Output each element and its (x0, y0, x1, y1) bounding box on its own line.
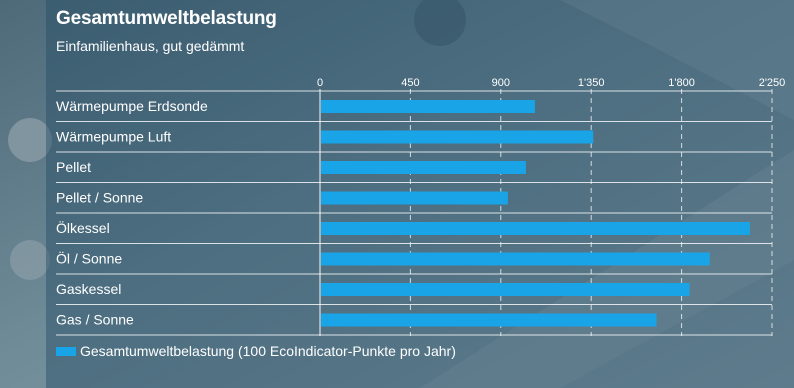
category-label: Pellet / Sonne (56, 190, 143, 206)
x-tick-label: 0 (317, 77, 323, 89)
category-label: Wärmepumpe Erdsonde (56, 98, 208, 114)
category-label: Öl / Sonne (56, 250, 122, 267)
chart-title: Gesamtumweltbelastung (56, 8, 277, 29)
bar (321, 161, 526, 174)
x-tick-label: 1'350 (578, 77, 605, 89)
legend-label: Gesamtumweltbelastung (100 EcoIndicator-… (80, 343, 456, 359)
bar (321, 100, 535, 113)
x-tick-label: 900 (492, 77, 510, 89)
x-tick-label: 1'800 (668, 77, 695, 89)
x-tick-label: 2'250 (759, 77, 786, 89)
bar (321, 130, 594, 144)
category-label: Gaskessel (56, 281, 121, 297)
category-label: Wärmepumpe Luft (56, 129, 171, 145)
legend: Gesamtumweltbelastung (100 EcoIndicator-… (56, 343, 456, 359)
legend-swatch (56, 346, 76, 356)
bar (321, 222, 750, 235)
x-tick-label: 450 (401, 77, 419, 89)
category-label: Pellet (56, 159, 91, 175)
bar (321, 191, 508, 205)
bar (321, 283, 690, 296)
category-label: Ölkessel (56, 219, 110, 236)
category-label: Gas / Sonne (56, 312, 134, 328)
bar (321, 252, 710, 266)
chart-subtitle: Einfamilienhaus, gut gedämmt (56, 38, 245, 54)
bar (321, 313, 657, 327)
